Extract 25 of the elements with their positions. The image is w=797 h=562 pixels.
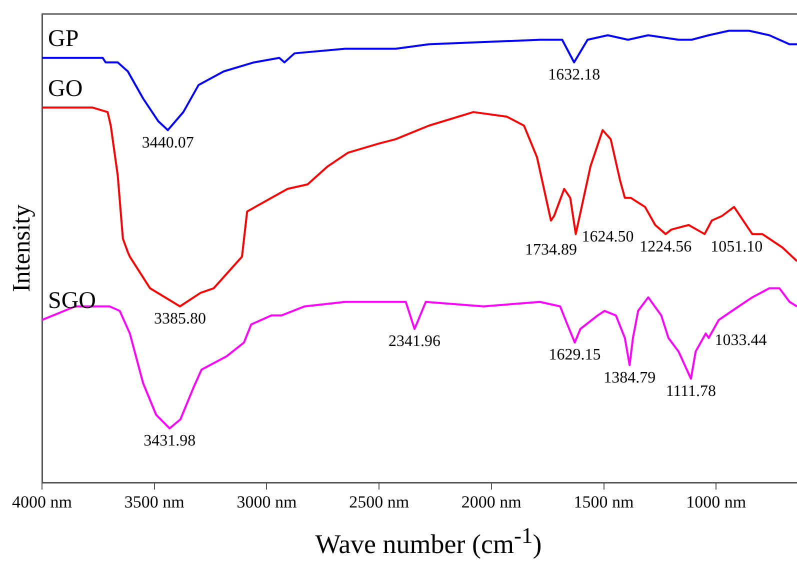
annotation: 2341.96 (388, 333, 441, 350)
annotation: 1051.10 (710, 238, 763, 256)
annotation: 3440.07 (142, 134, 194, 152)
x-tick-label: 1500 nm (574, 492, 634, 512)
y-axis-title: Intensity (8, 204, 36, 292)
series-label: GO (48, 76, 83, 102)
series-label: SGO (48, 288, 96, 314)
annotation: 1632.18 (548, 66, 600, 84)
x-tick-label: 3500 nm (124, 492, 184, 512)
x-tick-label: 2000 nm (461, 492, 522, 512)
x-tick-label: 2500 nm (349, 492, 410, 512)
x-tick-label: 1000 nm (686, 492, 746, 512)
x-axis-title: Wave number (cm$^{-1}$) (314, 522, 543, 561)
annotation: 1111.78 (666, 382, 716, 400)
annotation: 1033.44 (714, 332, 767, 350)
annotation: 3431.98 (144, 432, 196, 450)
x-tick-label: 4000 nm (12, 492, 72, 512)
annotation: 1629.15 (548, 346, 601, 364)
annotation: 1384.79 (604, 369, 656, 386)
annotation: 1624.50 (582, 228, 634, 246)
series-label: GP (48, 26, 79, 52)
x-tick-label: 3000 nm (236, 492, 297, 512)
annotation: 3385.80 (154, 310, 206, 328)
annotation: 1224.56 (640, 238, 692, 256)
annotation: 1734.89 (524, 242, 577, 259)
